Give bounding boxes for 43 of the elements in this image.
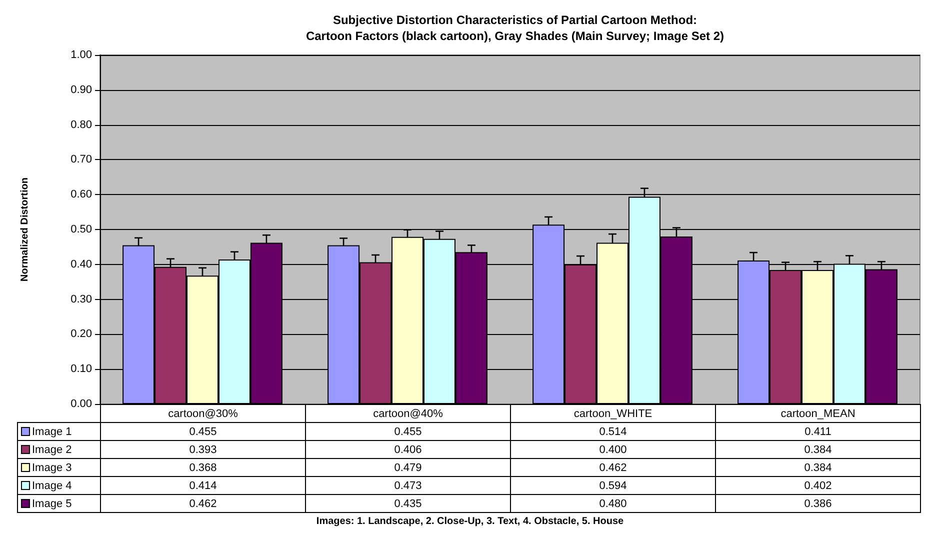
y-tick-label: 0.80 [70, 118, 92, 131]
legend-label: Image 5 [18, 494, 100, 512]
data-label: 0.455 [306, 422, 510, 440]
y-tick-label: 0.40 [70, 258, 92, 270]
y-tick-label: 0.60 [70, 188, 92, 201]
data-label: 0.402 [716, 476, 920, 494]
data-label: 0.406 [306, 440, 510, 458]
y-tick-label: 0.50 [70, 224, 92, 236]
data-label: 0.462 [510, 458, 716, 476]
chart-title: Subjective Distortion Characteristics of Partial Cartoon Method: Cartoon Factors (black cartoon), Gray Shades (Main Survey; Image Set 2) [306, 13, 724, 43]
data-label: 0.411 [716, 422, 920, 440]
data-label: 0.462 [100, 494, 306, 512]
x-tick-label: cartoon_MEAN [716, 404, 920, 422]
legend-label: Image 3 [18, 458, 100, 476]
legend-label: Image 4 [18, 476, 100, 494]
data-label: 0.393 [100, 440, 306, 458]
data-label: 0.479 [306, 458, 510, 476]
data-label: 0.386 [716, 494, 920, 512]
data-label: 0.384 [716, 440, 920, 458]
y-tick-label: 1.00 [70, 49, 92, 61]
legend-label: Image 1 [18, 422, 100, 440]
data-label: 0.514 [510, 422, 716, 440]
data-label: 0.384 [716, 458, 920, 476]
y-tick-label: 0.70 [70, 154, 92, 166]
data-label: 0.435 [306, 494, 510, 512]
y-tick-label: 0.00 [70, 398, 92, 410]
y-axis-title: Normalized Distortion [20, 178, 30, 282]
data-label: 0.400 [510, 440, 716, 458]
data-label: 0.480 [510, 494, 716, 512]
data-label: 0.368 [100, 458, 306, 476]
y-tick-label: 0.10 [70, 363, 92, 376]
y-tick-label: 0.30 [70, 293, 92, 306]
y-tick-label: 0.90 [70, 84, 92, 96]
x-tick-label: cartoon@30% [100, 404, 306, 422]
data-label: 0.455 [100, 422, 306, 440]
data-label: 0.594 [510, 476, 716, 494]
legend-label: Image 2 [18, 440, 100, 458]
x-tick-label: cartoon_WHITE [510, 404, 716, 422]
y-tick-label: 0.20 [70, 328, 92, 340]
data-label: 0.414 [100, 476, 306, 494]
text: Images: 1. Landscape, 2. Close-Up, 3. Text, 4. Obstacle, 5. House [315, 516, 625, 527]
data-label: 0.473 [306, 476, 510, 494]
x-tick-label: cartoon@40% [306, 404, 510, 422]
